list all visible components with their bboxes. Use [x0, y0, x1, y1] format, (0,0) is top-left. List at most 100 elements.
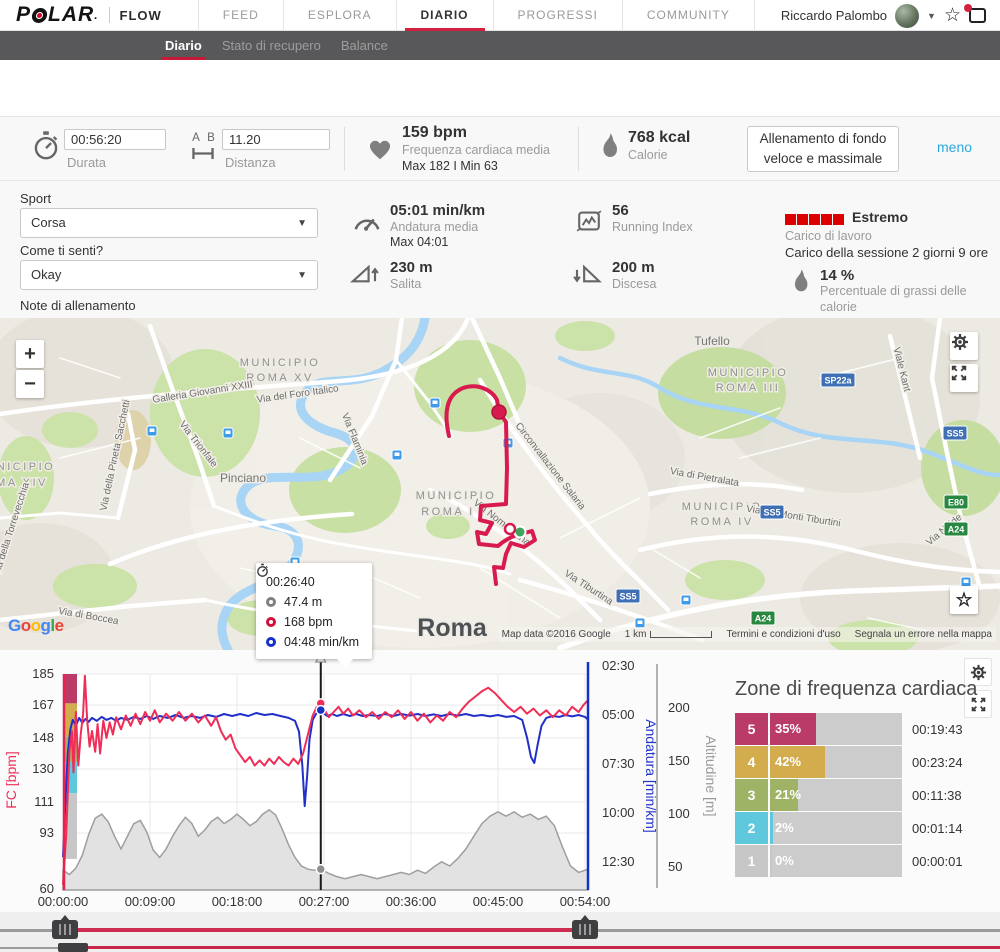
svg-text:150: 150	[668, 753, 690, 768]
stopwatch-icon	[34, 131, 58, 160]
load-level: Estremo	[852, 209, 909, 225]
tab-esplora[interactable]: ESPLORA	[284, 0, 397, 31]
calories-value: 768 kcal	[628, 129, 691, 146]
map-label: ROMA XV	[246, 372, 314, 384]
chart-fullscreen-button[interactable]	[964, 690, 992, 718]
svg-text:A: A	[192, 132, 200, 144]
distance-ab-icon: A B	[192, 132, 215, 159]
svg-text:00:09:00: 00:09:00	[125, 894, 176, 909]
favorites-star-icon[interactable]: ☆	[943, 5, 961, 26]
tooltip-pace: 04:48 min/km	[284, 635, 360, 649]
svg-text:167: 167	[32, 697, 54, 712]
logo-period: .	[94, 8, 99, 22]
zone-number: 1	[735, 845, 768, 877]
transit-icon	[960, 576, 972, 588]
zone-time: 00:23:24	[912, 754, 963, 770]
google-letter: G	[8, 616, 21, 635]
feeling-select[interactable]: Okay ▼	[20, 260, 318, 290]
zone-time: 00:19:43	[912, 721, 963, 737]
timeline-scrubber	[0, 912, 1000, 952]
map-label: NICIPIO	[0, 461, 55, 473]
user-name[interactable]: Riccardo Palombo	[780, 8, 888, 23]
descent-value: 200 m	[612, 259, 655, 276]
altitude-area	[62, 808, 589, 891]
zone-number: 2	[735, 812, 768, 844]
map-label: Roma	[417, 614, 488, 642]
fat-percent-label: Percentuale di grassi delle calorie	[820, 284, 967, 314]
map-label: ROMA I	[421, 506, 475, 518]
avatar[interactable]	[895, 3, 920, 28]
svg-text:12:30: 12:30	[602, 854, 635, 869]
chevron-down-icon[interactable]: ▼	[927, 10, 936, 21]
zone-bar-track: 42%	[770, 746, 902, 778]
polar-logo[interactable]: P LAR . FLOW	[16, 3, 162, 27]
hr-zone-row: 2 2% 00:01:14	[735, 812, 993, 844]
map-favorite-button[interactable]: ☆	[950, 586, 978, 614]
duration-input[interactable]	[64, 129, 166, 150]
route-map[interactable]: MUNICIPIO ROMA XV Tufello MUNICIPIO ROMA III…	[0, 318, 1000, 668]
map-zoom-in-button[interactable]: +	[16, 340, 44, 368]
map-terms-link[interactable]: Termini e condizioni d'uso	[726, 629, 841, 640]
fat-flame-icon	[794, 269, 808, 292]
road-shields: SP22a SS5 SS5 SS5 E80 A24 A24	[615, 372, 969, 626]
tab-community[interactable]: COMMUNITY	[623, 0, 755, 31]
top-navigation: P LAR . FLOW FEED ESPLORA DIARIO PROGRESSI C…	[0, 0, 1000, 31]
pace-axis-label: Andatura [min/km]	[643, 719, 659, 833]
bottom-bar-progress[interactable]	[88, 946, 1000, 949]
map-label: MUNICIPIO	[708, 367, 789, 379]
subnav-diario[interactable]: Diario	[161, 31, 206, 60]
tab-diario[interactable]: DIARIO	[397, 0, 494, 31]
load-square	[797, 214, 808, 225]
svg-text:02:30: 02:30	[602, 658, 635, 673]
alt-axis-label: Altitudine [m]	[703, 736, 719, 817]
subnav-stato-di-recupero[interactable]: Stato di recupero	[221, 38, 321, 53]
svg-text:A24: A24	[755, 614, 772, 624]
transit-icon	[429, 397, 441, 409]
details-panel: Sport Corsa ▼ Come ti senti? Okay ▼ Note…	[0, 181, 1000, 318]
map-fullscreen-button[interactable]	[950, 364, 978, 392]
hr-zone-row: 3 21% 00:11:38	[735, 779, 993, 811]
chart-settings-button[interactable]	[964, 658, 992, 686]
diary-subnav: Diario Stato di recupero Balance	[0, 31, 1000, 60]
zone-percent: 35%	[775, 721, 802, 736]
google-letter: l	[50, 616, 55, 635]
logo-o-icon	[30, 7, 49, 23]
stopwatch-icon	[257, 563, 268, 577]
tooltip-altitude: 47.4 m	[284, 595, 323, 609]
load-label: Carico di lavoro	[785, 229, 872, 243]
road-shield: A24	[750, 610, 776, 626]
notifications-icon[interactable]	[964, 4, 986, 23]
map-scale: 1 km	[625, 629, 713, 640]
hr-average-value: 159 bpm	[402, 124, 467, 141]
fat-percent-value: 14 %	[820, 267, 855, 284]
zone-bar-track: 0%	[770, 845, 902, 877]
zone-bar-fill	[770, 713, 817, 745]
scrubber-right-handle[interactable]	[572, 915, 598, 939]
pace-value: 05:01 min/km	[390, 202, 486, 219]
map-zoom-out-button[interactable]: −	[16, 370, 44, 398]
hr-zone-row: 1 0% 00:00:01	[735, 845, 993, 877]
svg-text:SS5: SS5	[763, 508, 780, 518]
subnav-balance[interactable]: Balance	[340, 38, 388, 53]
ascent-value: 230 m	[390, 259, 433, 276]
scrubber-selected-range[interactable]	[65, 928, 585, 932]
transit-icon	[222, 427, 234, 439]
svg-text:SS5: SS5	[946, 429, 963, 439]
bottom-bar-handle[interactable]	[58, 943, 88, 952]
sport-select[interactable]: Corsa ▼	[20, 208, 318, 238]
less-link[interactable]: meno	[937, 139, 973, 155]
ascent-icon	[350, 264, 379, 283]
tab-feed[interactable]: FEED	[197, 0, 284, 31]
main-tabs: FEED ESPLORA DIARIO PROGRESSI COMMUNITY	[197, 0, 755, 31]
zone-time: 00:00:01	[912, 853, 963, 869]
distance-input[interactable]	[222, 129, 330, 150]
scrubber-left-handle[interactable]	[52, 915, 78, 939]
flame-icon	[603, 133, 618, 157]
pace-ring-icon	[266, 637, 276, 647]
map-settings-button[interactable]	[950, 332, 978, 360]
svg-text:05:00: 05:00	[602, 707, 635, 722]
svg-text:111: 111	[34, 794, 54, 809]
map-report-link[interactable]: Segnala un errore nella mappa	[854, 629, 992, 640]
tab-progressi[interactable]: PROGRESSI	[494, 0, 623, 31]
